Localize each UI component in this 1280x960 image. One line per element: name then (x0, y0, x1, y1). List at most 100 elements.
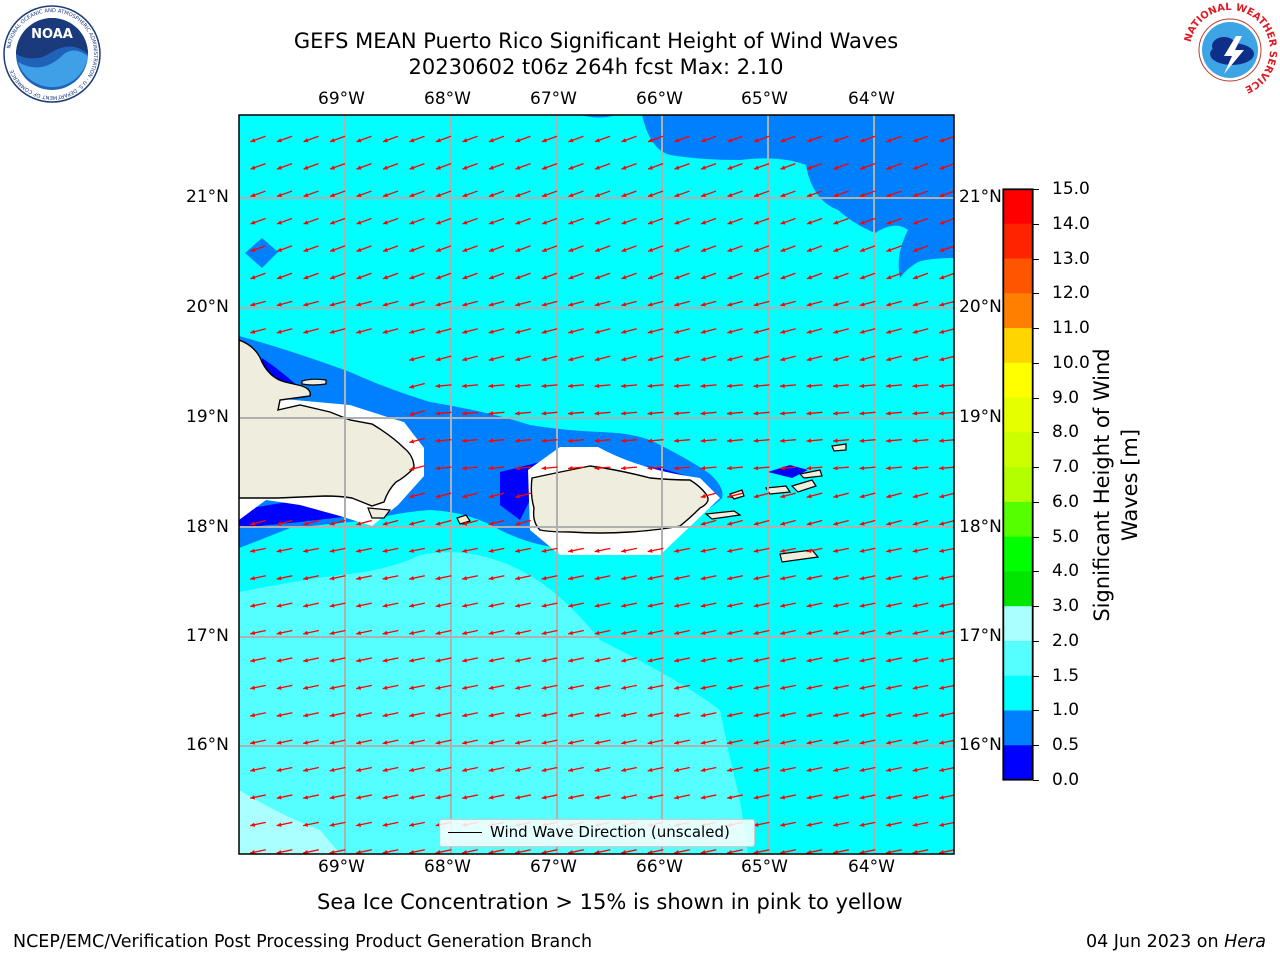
wave-direction-arrowhead (806, 411, 812, 416)
wave-direction-arrowhead (515, 767, 521, 773)
wave-direction-arrowhead (541, 411, 547, 416)
wave-direction-arrowhead (488, 383, 494, 389)
wave-direction-arrowhead (859, 740, 865, 745)
wave-direction-arrowhead (382, 603, 388, 608)
wave-direction-arrowhead (780, 548, 786, 553)
wave-direction-arrowhead (700, 465, 706, 471)
wave-direction-arrowhead (806, 630, 812, 636)
wave-direction-arrowhead (727, 575, 733, 581)
colorbar-tick-label: 3.0 (1052, 596, 1080, 617)
wave-direction-arrowhead (806, 822, 812, 827)
colorbar-overlay (1003, 189, 1033, 781)
wave-direction-arrowhead (382, 822, 388, 827)
wave-direction-arrowhead (409, 849, 414, 854)
wave-direction-arrowhead (912, 438, 918, 443)
wave-direction-arrowhead (276, 302, 282, 307)
ocean-band-0-0.5-vi (768, 465, 808, 478)
wave-direction-arrowhead (833, 795, 839, 800)
wave-direction-arrowhead (382, 521, 388, 526)
wave-direction-arrowhead (647, 247, 653, 252)
colorbar-border (1003, 189, 1033, 780)
wave-direction-arrowhead (541, 603, 547, 608)
wave-direction-arrowhead (674, 767, 680, 773)
wave-direction-arrowhead (594, 630, 600, 636)
wave-direction-arrowhead (674, 575, 680, 581)
wave-direction-arrowhead (329, 685, 335, 690)
wave-direction-arrowhead (356, 247, 362, 252)
wave-direction-arrowhead (356, 165, 362, 170)
wave-direction-arrowhead (276, 192, 282, 198)
wave-direction-arrowhead (435, 630, 441, 636)
colorbar-tick-label: 10.0 (1052, 352, 1090, 373)
wave-direction-arrowhead (250, 630, 256, 636)
colorbar-swatches (1003, 189, 1033, 781)
wave-direction-arrowhead (674, 138, 680, 143)
wave-direction-arrowhead (621, 138, 627, 143)
wave-direction-arrowhead (435, 521, 441, 526)
wave-direction-arrowhead (647, 767, 653, 773)
wave-direction-arrowhead (674, 165, 680, 170)
wave-direction-arrowhead (833, 849, 838, 854)
wave-direction-arrowhead (276, 603, 282, 608)
wave-direction-arrowhead (435, 275, 441, 280)
wave-direction-arrowhead (488, 275, 494, 280)
wave-direction-arrowhead (435, 603, 441, 608)
colorbar-tick (1033, 536, 1039, 538)
wave-direction-arrowhead (462, 302, 468, 307)
wave-direction-arrowhead (727, 383, 732, 389)
land-hispaniola-south-islet (367, 507, 392, 519)
wave-direction-arrowhead (356, 767, 362, 773)
wave-direction-arrowhead (727, 849, 732, 854)
wave-direction-arrowhead (939, 357, 945, 362)
wave-direction-arrowhead (753, 357, 759, 362)
wave-direction-arrowhead (939, 795, 945, 800)
wave-direction-arrowhead (356, 740, 362, 745)
wave-direction-arrowhead (939, 767, 945, 773)
wave-direction-arrowhead (833, 357, 839, 362)
wave-direction-arrowhead (780, 658, 786, 663)
wave-direction-arrowhead (886, 575, 892, 581)
wave-direction-arrowhead (886, 165, 892, 170)
wave-direction-arrowhead (939, 603, 945, 608)
wave-direction-arrowhead (594, 795, 600, 800)
wave-direction-arrowhead (674, 438, 679, 443)
wave-direction-arrowhead (382, 795, 388, 800)
wave-direction-arrowhead (329, 575, 335, 581)
wave-direction-arrowhead (329, 192, 335, 198)
wave-direction-arrowhead (435, 438, 441, 443)
wave-direction-arrowhead (409, 411, 415, 417)
wave-direction-arrowhead (859, 822, 865, 827)
wave-direction-arrowhead (727, 658, 733, 663)
wave-direction-arrowhead (833, 658, 839, 663)
colorbar-swatch (1003, 467, 1033, 503)
colorbar-tick (1033, 258, 1039, 260)
wave-direction-arrowhead (276, 630, 282, 636)
colorbar-swatch (1003, 258, 1033, 294)
wave-direction-arrowhead (435, 658, 441, 663)
wave-direction-arrowhead (356, 658, 362, 663)
wave-direction-arrowhead (488, 575, 494, 581)
wave-direction-arrowhead (833, 465, 838, 471)
wave-direction-arrowhead (674, 383, 679, 389)
wave-direction-arrowhead (833, 575, 839, 581)
wave-direction-arrowhead (515, 740, 521, 745)
wave-direction-arrowhead (594, 575, 600, 581)
ocean-band-1.5-2 (239, 552, 748, 854)
wave-direction-arrowhead (329, 795, 335, 800)
colorbar-swatch (1003, 675, 1033, 712)
wave-direction-arrowhead (541, 438, 547, 443)
wave-direction-arrowhead (647, 849, 653, 854)
wave-direction-arrowhead (329, 548, 335, 553)
wave-direction-arrowhead (568, 658, 574, 663)
wave-direction-arrowhead (276, 521, 282, 526)
wave-direction-arrowhead (886, 438, 891, 443)
wave-direction-arrowhead (568, 795, 574, 800)
wave-direction-arrowhead (462, 247, 468, 252)
wave-direction-arrowhead (859, 658, 865, 663)
wave-direction-arrowhead (356, 329, 362, 334)
wave-direction-arrowhead (674, 247, 680, 252)
wave-direction-arrowhead (382, 767, 388, 773)
wave-direction-arrowhead (515, 220, 521, 225)
wave-direction-arrowhead (727, 165, 733, 170)
wave-direction-arrowhead (250, 740, 256, 745)
